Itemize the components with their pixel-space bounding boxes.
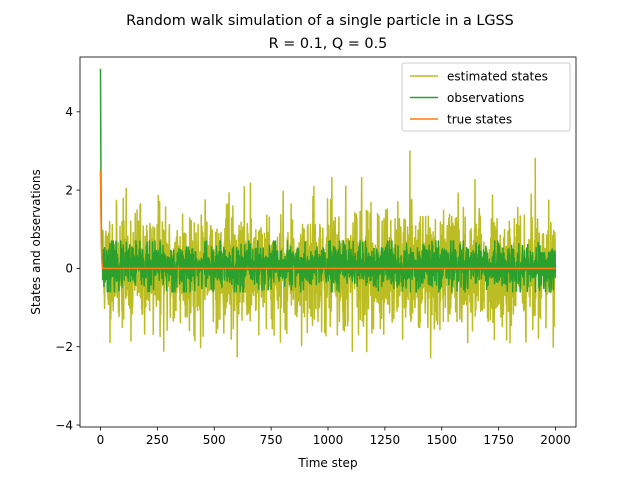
y-tick-label: −4 [55,418,73,432]
series-line-true-states [99,170,556,270]
series-line-observations [99,68,557,293]
x-tick-label: 0 [97,433,105,447]
y-tick-label: 2 [65,183,73,197]
x-tick-label: 1000 [313,433,344,447]
y-axis-ticks: −4 −2 0 2 4 [55,105,80,432]
x-tick-label: 500 [203,433,226,447]
x-tick-label: 2000 [540,433,571,447]
x-axis-label: Time step [297,456,357,470]
y-tick-label: 0 [65,262,73,276]
y-tick-label: 4 [65,105,73,119]
y-axis-label: States and observations [29,169,43,314]
legend-entry: true states [447,112,512,126]
chart-subtitle: R = 0.1, Q = 0.5 [269,36,388,52]
y-tick-label: −2 [55,340,73,354]
legend-entry: observations [447,91,524,105]
legend: estimated states observations true states [401,62,571,132]
x-tick-label: 1250 [370,433,401,447]
plot-frame [79,56,577,428]
series-layer [99,68,557,359]
legend-box [401,62,571,132]
x-tick-label: 250 [146,433,169,447]
x-tick-label: 750 [260,433,283,447]
x-tick-label: 1500 [426,433,457,447]
chart-title: Random walk simulation of a single parti… [126,13,514,29]
x-axis-ticks: 0 250 500 750 1000 1250 1500 1750 2000 [97,427,571,447]
x-tick-label: 1750 [483,433,514,447]
legend-entry: estimated states [447,69,548,83]
